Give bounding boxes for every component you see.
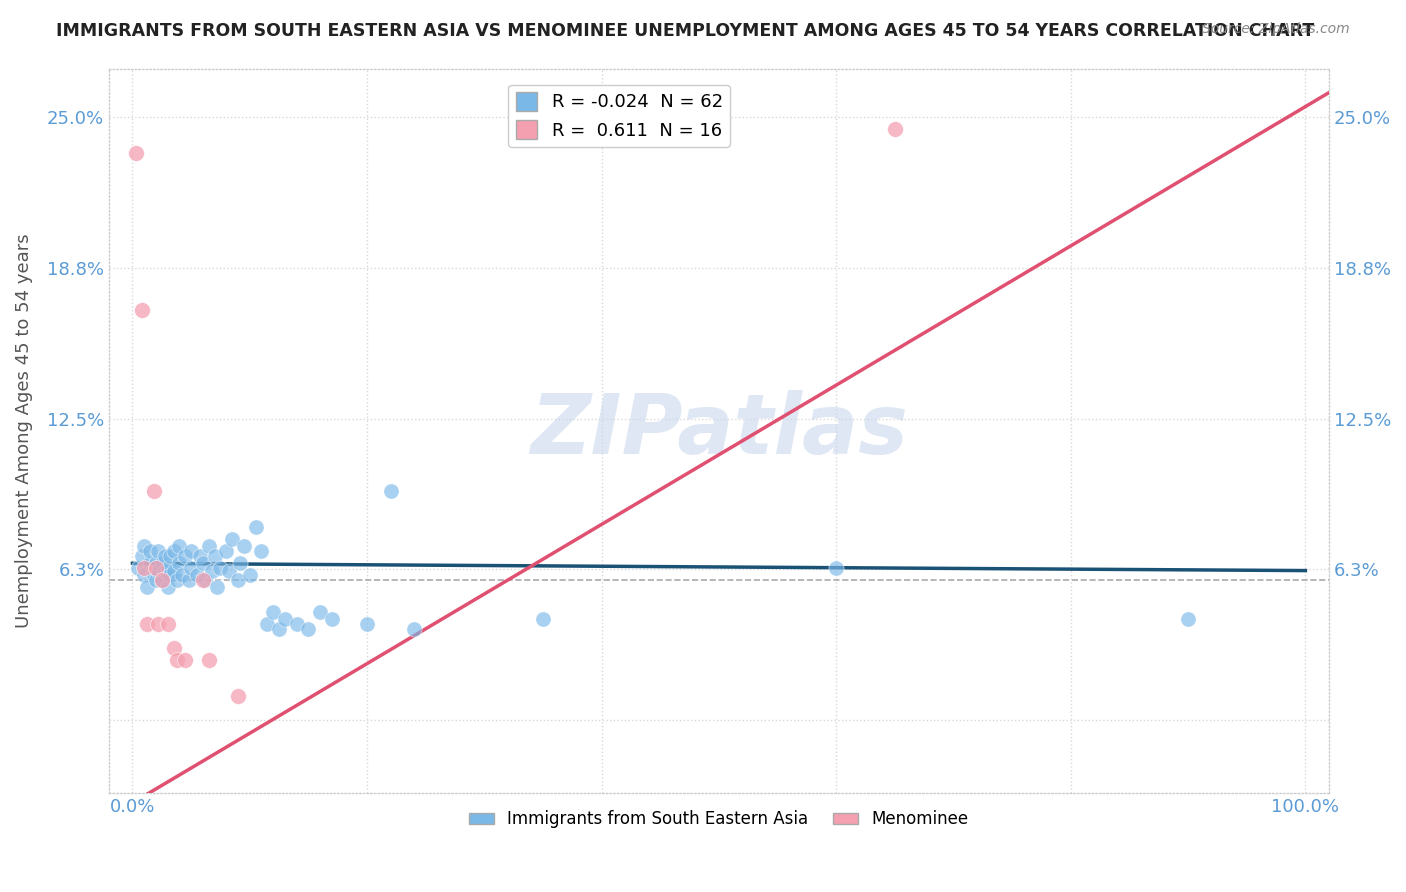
Point <box>148 564 170 578</box>
Point <box>218 564 240 578</box>
Point <box>156 616 179 631</box>
Point <box>205 581 228 595</box>
Point <box>321 612 343 626</box>
Point <box>177 573 200 587</box>
Point <box>166 653 188 667</box>
Point <box>229 557 252 571</box>
Point <box>232 540 254 554</box>
Point <box>159 549 181 563</box>
Point <box>134 568 156 582</box>
Point <box>209 561 232 575</box>
Point <box>145 557 167 571</box>
Point <box>191 573 214 587</box>
Point <box>125 146 148 161</box>
Point <box>262 605 284 619</box>
Text: IMMIGRANTS FROM SOUTH EASTERN ASIA VS MENOMINEE UNEMPLOYMENT AMONG AGES 45 TO 54: IMMIGRANTS FROM SOUTH EASTERN ASIA VS ME… <box>56 22 1315 40</box>
Point <box>226 573 249 587</box>
Point <box>148 616 170 631</box>
Point <box>380 483 402 498</box>
Point <box>162 640 184 655</box>
Point <box>166 573 188 587</box>
Point <box>159 568 181 582</box>
Point <box>127 561 149 575</box>
Point <box>150 573 173 587</box>
Point <box>180 561 202 575</box>
Point <box>1177 612 1199 626</box>
Point <box>402 622 425 636</box>
Point <box>142 568 165 582</box>
Point <box>162 564 184 578</box>
Point <box>204 549 226 563</box>
Point <box>180 544 202 558</box>
Point <box>150 573 173 587</box>
Point <box>174 549 197 563</box>
Point <box>194 573 217 587</box>
Point <box>156 581 179 595</box>
Point <box>274 612 297 626</box>
Point <box>170 568 193 582</box>
Point <box>250 544 273 558</box>
Y-axis label: Unemployment Among Ages 45 to 54 years: Unemployment Among Ages 45 to 54 years <box>15 234 32 628</box>
Point <box>142 483 165 498</box>
Point <box>883 121 905 136</box>
Point <box>226 689 249 703</box>
Point <box>150 557 173 571</box>
Point <box>139 557 162 571</box>
Point <box>131 549 153 563</box>
Point <box>169 540 191 554</box>
Point <box>156 561 179 575</box>
Point <box>139 544 162 558</box>
Point <box>215 544 238 558</box>
Point <box>191 557 214 571</box>
Point <box>145 573 167 587</box>
Point <box>256 616 278 631</box>
Point <box>239 568 262 582</box>
Point <box>309 605 332 619</box>
Point <box>190 549 212 563</box>
Legend: Immigrants from South Eastern Asia, Menominee: Immigrants from South Eastern Asia, Meno… <box>463 804 976 835</box>
Point <box>531 612 554 626</box>
Point <box>297 622 319 636</box>
Point <box>186 568 208 582</box>
Point <box>155 549 177 563</box>
Point <box>131 302 153 317</box>
Text: ZIPatlas: ZIPatlas <box>530 390 908 471</box>
Point <box>197 653 219 667</box>
Point <box>197 540 219 554</box>
Point <box>245 520 267 534</box>
Point <box>169 557 191 571</box>
Point <box>162 544 184 558</box>
Point <box>135 581 157 595</box>
Point <box>267 622 290 636</box>
Point <box>145 561 167 575</box>
Point <box>148 544 170 558</box>
Point <box>155 564 177 578</box>
Point <box>201 564 224 578</box>
Point <box>135 616 157 631</box>
Point <box>221 532 243 546</box>
Point <box>174 653 197 667</box>
Point <box>134 561 156 575</box>
Point <box>825 561 848 575</box>
Point <box>285 616 308 631</box>
Point <box>134 540 156 554</box>
Point <box>356 616 378 631</box>
Text: Source: ZipAtlas.com: Source: ZipAtlas.com <box>1202 22 1350 37</box>
